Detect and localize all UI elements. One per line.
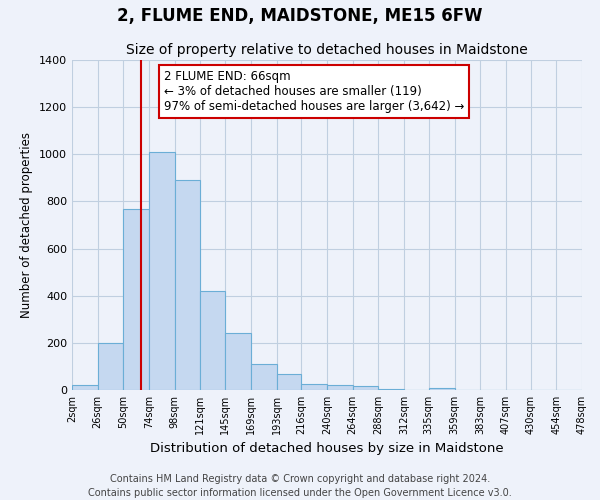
Bar — [225, 334, 251, 390]
Bar — [429, 388, 455, 390]
Bar — [124, 208, 149, 390]
Bar — [277, 374, 301, 390]
Bar — [98, 343, 124, 390]
Bar — [327, 386, 353, 390]
Text: 2, FLUME END, MAIDSTONE, ME15 6FW: 2, FLUME END, MAIDSTONE, ME15 6FW — [117, 8, 483, 26]
Bar — [72, 386, 98, 390]
Bar — [251, 364, 277, 390]
Bar — [199, 291, 225, 390]
Title: Size of property relative to detached houses in Maidstone: Size of property relative to detached ho… — [126, 44, 528, 58]
Bar — [175, 180, 199, 390]
X-axis label: Distribution of detached houses by size in Maidstone: Distribution of detached houses by size … — [150, 442, 504, 456]
Y-axis label: Number of detached properties: Number of detached properties — [20, 132, 34, 318]
Bar — [353, 386, 379, 390]
Bar — [301, 384, 327, 390]
Bar — [379, 389, 404, 390]
Bar — [149, 152, 175, 390]
Text: 2 FLUME END: 66sqm
← 3% of detached houses are smaller (119)
97% of semi-detache: 2 FLUME END: 66sqm ← 3% of detached hous… — [164, 70, 464, 113]
Text: Contains HM Land Registry data © Crown copyright and database right 2024.
Contai: Contains HM Land Registry data © Crown c… — [88, 474, 512, 498]
